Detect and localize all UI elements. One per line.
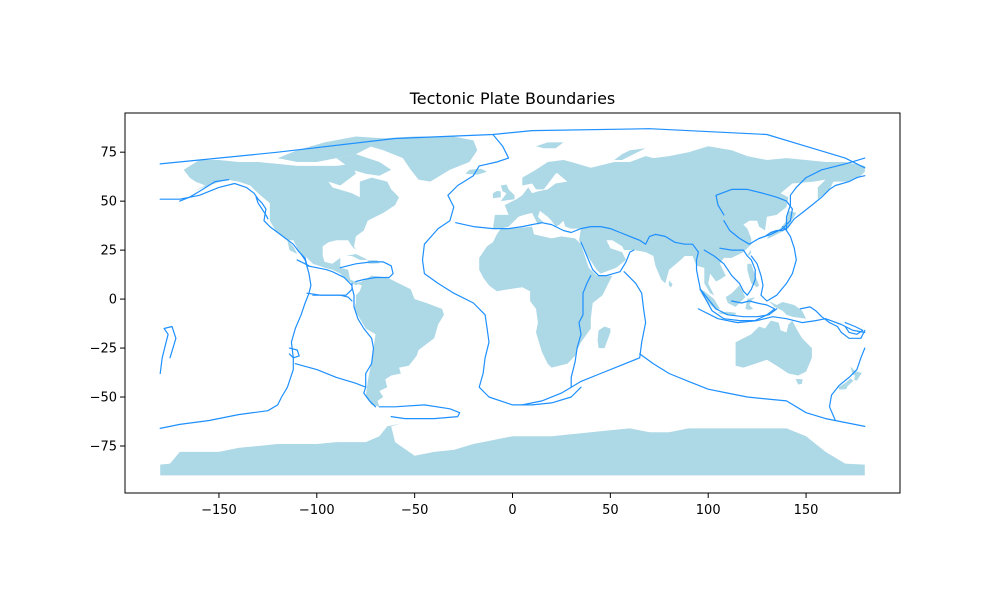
plate-boundary-galapagos xyxy=(312,294,353,302)
plate-boundary-okhotsk xyxy=(785,157,866,232)
y-tick-label: 50 xyxy=(100,195,117,210)
plate-boundary-philippine-sea xyxy=(750,226,797,302)
landmass-europe-asia xyxy=(492,146,865,296)
landmass-sulawesi xyxy=(745,297,756,310)
x-tick-label: 0 xyxy=(508,503,516,518)
x-tick-label: 150 xyxy=(794,503,819,518)
plate-boundary-juan-de-fuca xyxy=(255,196,269,220)
plate-boundary-japan-kuril xyxy=(758,175,866,239)
plate-boundary-east-african-rift xyxy=(570,275,592,388)
landmass-north-america xyxy=(183,160,399,286)
plate-boundary-amur xyxy=(715,188,794,245)
plate-boundary-carlsberg-sw-indian xyxy=(521,271,647,406)
landmass-ireland xyxy=(492,191,501,199)
landmass-cuba xyxy=(346,254,368,260)
plate-boundary-fiji-tonga-loops xyxy=(844,322,864,335)
plot-area: −150 −100 −50 0 50 100 150 −75 −50 −25 0 25 50 75 xyxy=(90,112,901,518)
x-tick-label: −100 xyxy=(299,503,335,518)
landmass-scandinavia xyxy=(522,160,572,190)
y-axis: −75 −50 −25 0 25 50 75 xyxy=(90,146,125,454)
landmass-new-zealand-south xyxy=(838,378,854,390)
landmass-novaya-zemlya xyxy=(614,148,646,160)
x-tick-label: −50 xyxy=(401,503,428,518)
boundary-layer xyxy=(159,128,866,429)
plate-boundary-atlantic-central xyxy=(421,133,582,406)
landmass-greenland xyxy=(369,136,478,182)
y-tick-label: 0 xyxy=(109,293,117,308)
x-tick-label: 50 xyxy=(602,503,619,518)
x-tick-label: −150 xyxy=(201,503,237,518)
plate-boundary-java-banda xyxy=(699,288,776,322)
landmass-new-guinea xyxy=(768,301,807,319)
landmass-australia xyxy=(735,320,812,376)
y-tick-label: 75 xyxy=(100,146,117,161)
landmass-philippines xyxy=(747,263,760,288)
landmass-madagascar xyxy=(597,326,611,349)
y-tick-label: −25 xyxy=(90,342,117,357)
landmass-sri-lanka xyxy=(668,280,673,288)
plate-boundary-arctic-ridge xyxy=(179,179,230,202)
x-axis: −150 −100 −50 0 50 100 150 xyxy=(201,493,818,518)
y-tick-label: −50 xyxy=(90,391,117,406)
landmass-tasmania xyxy=(795,379,803,385)
plate-boundary-chile-rise xyxy=(294,363,367,388)
landmass-borneo xyxy=(725,285,746,307)
landmass-baffin-island xyxy=(336,154,392,176)
landmass-antarctica xyxy=(160,423,865,476)
landmass-great-britain xyxy=(500,184,515,202)
landmass-japan xyxy=(766,210,797,239)
plate-boundary-pacific-west-arc xyxy=(159,325,177,375)
landmass-africa xyxy=(479,226,613,368)
plate-boundary-azores-gibraltar xyxy=(455,222,778,318)
plate-boundary-rivera xyxy=(296,259,310,267)
plate-boundary-scotia xyxy=(378,404,461,420)
plate-boundary-tonga-kermadec xyxy=(828,347,866,422)
plate-boundary-se-indian-ridge xyxy=(639,353,866,427)
landmass-svalbard xyxy=(536,142,564,149)
landmass-south-america xyxy=(354,275,444,407)
plate-boundary-aleutian-alaska xyxy=(159,182,353,286)
x-tick-label: 100 xyxy=(696,503,721,518)
landmass-new-zealand-north xyxy=(850,366,862,381)
plate-boundary-yangtze-sunda xyxy=(703,247,756,296)
plate-boundary-easter-microplate xyxy=(288,347,300,359)
plate-boundary-red-sea-east-africa xyxy=(580,241,635,277)
plate-boundary-south-america-trench xyxy=(351,286,377,408)
y-tick-label: 25 xyxy=(100,244,117,259)
plate-boundary-new-hebrides xyxy=(799,306,866,339)
y-tick-label: −75 xyxy=(90,439,117,454)
landmass-taiwan xyxy=(747,250,752,256)
plate-boundary-mid-atlantic-ridge xyxy=(159,128,866,169)
plate-boundary-caribbean xyxy=(339,261,394,283)
plate-boundary-sunda-australia xyxy=(697,308,866,333)
chart-title: Tectonic Plate Boundaries xyxy=(409,89,616,108)
